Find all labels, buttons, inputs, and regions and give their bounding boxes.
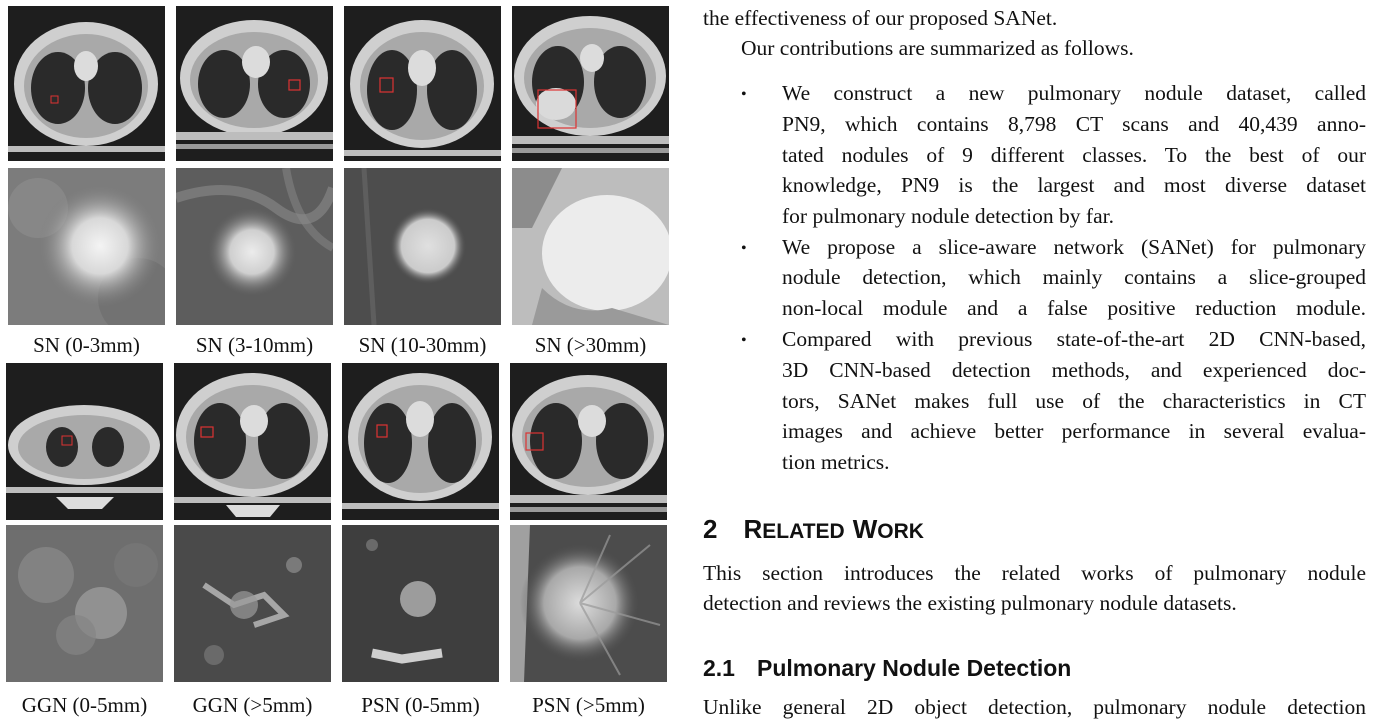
bullet-marker: • — [741, 86, 747, 103]
ct-scan-image — [344, 6, 501, 161]
nodule-zoom-image — [342, 525, 499, 682]
nodule-zoom-image — [512, 168, 669, 325]
nodule-zoom-image — [176, 168, 333, 325]
subsection-title: Pulmonary Nodule Detection — [756, 655, 1072, 681]
list-item-line: tion metrics. — [782, 450, 890, 474]
paragraph-line: detection and reviews the existing pulmo… — [703, 591, 1237, 615]
nodule-zoom-image — [8, 168, 165, 325]
nodule-zoom-image — [174, 525, 331, 682]
list-item-line: We propose a slice-aware network (SANet)… — [782, 235, 1366, 259]
caption: PSN (0-5mm) — [361, 693, 480, 717]
ct-scan-image — [8, 6, 165, 161]
figure-nodule-examples: SN (0-3mm) SN (3-10mm) SN (10-30mm) SN (… — [0, 0, 680, 724]
caption: SN (>30mm) — [534, 333, 647, 357]
paragraph-line: Our contributions are summarized as foll… — [741, 36, 1134, 60]
ct-scan-image — [176, 6, 333, 161]
list-item-line: PN9, which contains 8,798 CT scans and 4… — [782, 112, 1366, 136]
list-item-line: non-local module and a false positive re… — [782, 296, 1366, 320]
ct-scan-image — [6, 363, 163, 520]
caption: SN (0-3mm) — [33, 333, 140, 357]
ct-scan-image — [512, 6, 669, 161]
list-item-line: tors, SANet makes full use of the charac… — [782, 389, 1366, 413]
caption: SN (10-30mm) — [358, 333, 487, 357]
list-item-line: Compared with previous state-of-the-art … — [782, 327, 1366, 351]
ct-scan-image — [174, 363, 331, 520]
bullet-marker: • — [741, 332, 747, 349]
section-title-part: ELATED — [762, 520, 845, 543]
caption: GGN (0-5mm) — [21, 693, 148, 717]
list-item-line: for pulmonary nodule detection by far. — [782, 204, 1114, 228]
paragraph-line: the effectiveness of our proposed SANet. — [703, 6, 1058, 30]
nodule-zoom-image — [510, 525, 667, 682]
list-item-line: nodule detection, which mainly contains … — [782, 265, 1366, 289]
section-number: 2 — [703, 514, 718, 544]
subsection-number: 2.1 — [703, 655, 735, 681]
ct-scan-image — [342, 363, 499, 520]
nodule-zoom-image — [344, 168, 501, 325]
list-item-line: We construct a new pulmonary nodule data… — [782, 81, 1366, 105]
caption: PSN (>5mm) — [532, 693, 645, 717]
paragraph-line: This section introduces the related work… — [703, 561, 1366, 585]
ct-scan-image — [510, 363, 667, 520]
section-title-initial: R — [743, 514, 763, 544]
caption: SN (3-10mm) — [195, 333, 314, 357]
bullet-marker: • — [741, 240, 747, 257]
paragraph-line: Unlike general 2D object detection, pulm… — [703, 695, 1366, 719]
section-title-initial: W — [852, 514, 878, 544]
nodule-zoom-image — [6, 525, 163, 682]
section-heading: 2 RELATED WORK — [703, 514, 924, 548]
subsection-heading: 2.1 Pulmonary Nodule Detection — [703, 653, 1071, 684]
list-item-line: knowledge, PN9 is the largest and most d… — [782, 173, 1366, 197]
list-item-line: 3D CNN-based detection methods, and expe… — [782, 358, 1366, 382]
caption: GGN (>5mm) — [192, 693, 313, 717]
section-title-part: ORK — [877, 520, 924, 543]
list-item-line: tated nodules of 9 different classes. To… — [782, 143, 1366, 167]
list-item-line: images and achieve better performance in… — [782, 419, 1366, 443]
